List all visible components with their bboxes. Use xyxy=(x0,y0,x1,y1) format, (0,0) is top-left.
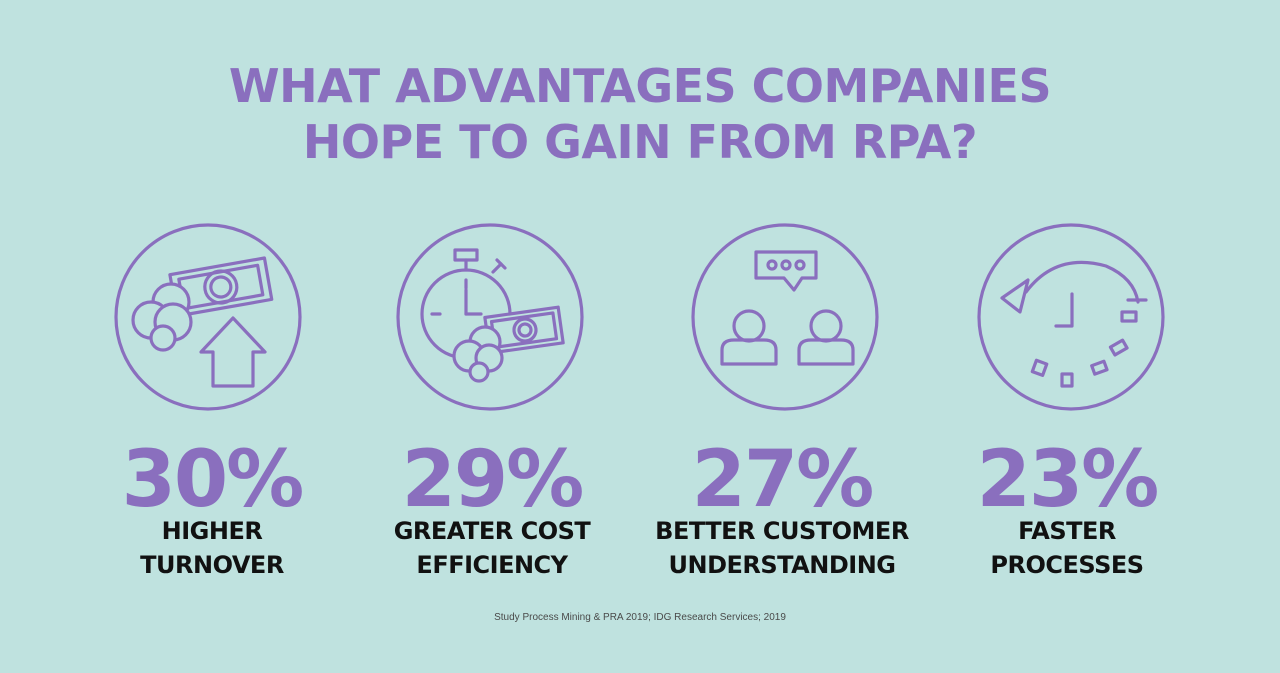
money-arrow-up-icon xyxy=(113,222,303,412)
stat-label-line-1: HIGHER xyxy=(161,517,263,545)
stat-label: HIGHER TURNOVER xyxy=(72,514,352,582)
title-line-2: HOPE TO GAIN FROM RPA? xyxy=(302,115,978,169)
stat-label-line-2: EFFICIENCY xyxy=(416,551,568,579)
stat-label: FASTER PROCESSES xyxy=(927,514,1207,582)
stat-label-line-1: FASTER xyxy=(1018,517,1116,545)
title-line-1: WHAT ADVANTAGES COMPANIES xyxy=(228,59,1052,113)
source-citation: Study Process Mining & PRA 2019; IDG Res… xyxy=(494,612,786,623)
people-chat-icon xyxy=(690,222,880,412)
stat-percent: 29% xyxy=(401,435,585,525)
stopwatch-money-icon xyxy=(395,222,585,412)
stat-percent: 27% xyxy=(691,435,875,525)
page-title: WHAT ADVANTAGES COMPANIES HOPE TO GAIN F… xyxy=(0,58,1280,170)
stat-label-line-2: TURNOVER xyxy=(140,551,284,579)
stat-label-line-2: PROCESSES xyxy=(990,551,1144,579)
stat-percent: 30% xyxy=(121,435,305,525)
stat-label-line-1: BETTER CUSTOMER xyxy=(655,517,909,545)
clock-rewind-icon xyxy=(976,222,1166,412)
stat-percent: 23% xyxy=(976,435,1160,525)
stat-label: BETTER CUSTOMER UNDERSTANDING xyxy=(642,514,922,582)
stat-label-line-2: UNDERSTANDING xyxy=(668,551,896,579)
stat-label: GREATER COST EFFICIENCY xyxy=(352,514,632,582)
stat-label-line-1: GREATER COST xyxy=(393,517,591,545)
